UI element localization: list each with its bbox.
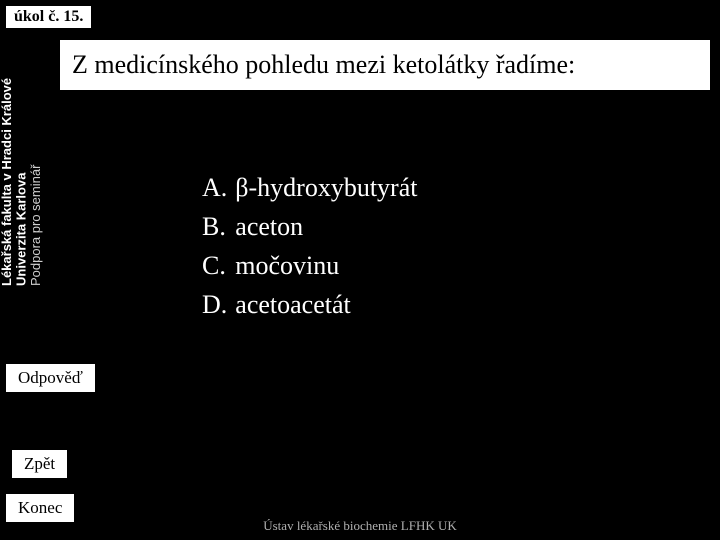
answer-letter: B. [202,209,233,246]
sidebar-col-1: Lékařská fakulta v Hradci Králové Univer… [0,30,29,290]
sidebar-university: Univerzita Karlova [14,34,28,286]
task-badge: úkol č. 15. [4,4,93,30]
answer-row: D. acetoacetát [202,287,423,324]
answer-text: aceton [235,209,423,246]
answer-letter: C. [202,248,233,285]
question-box: Z medicínského pohledu mezi ketolátky řa… [58,38,712,92]
answer-row: B. aceton [202,209,423,246]
answer-button[interactable]: Odpověď [4,362,97,394]
answer-text: acetoacetát [235,287,423,324]
answer-letter: A. [202,170,233,207]
sidebar-col-2: Podpora pro seminář [29,30,43,290]
answer-text: močovinu [235,248,423,285]
sidebar-subtitle: Podpora pro seminář [29,34,43,286]
answer-text: β-hydroxybutyrát [235,170,423,207]
sidebar-faculty: Lékařská fakulta v Hradci Králové [0,34,14,286]
answer-letter: D. [202,287,233,324]
sidebar: Lékařská fakulta v Hradci Králové Univer… [0,30,48,290]
answer-row: A. β-hydroxybutyrát [202,170,423,207]
footer-text: Ústav lékařské biochemie LFHK UK [0,518,720,534]
answer-list: A. β-hydroxybutyrát B. aceton C. močovin… [200,168,425,326]
back-button[interactable]: Zpět [10,448,69,480]
answer-row: C. močovinu [202,248,423,285]
